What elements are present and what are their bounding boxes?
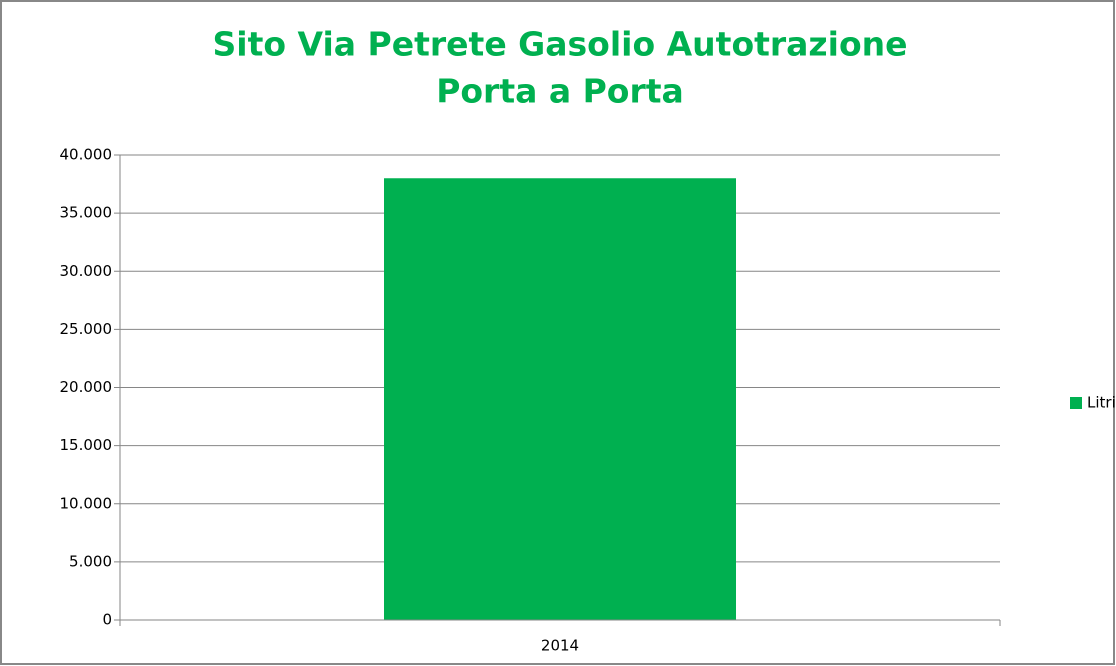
x-tick-label: 2014 bbox=[541, 637, 579, 655]
chart-title: Sito Via Petrete Gasolio Autotrazione bbox=[213, 25, 908, 64]
y-tick-label: 15.000 bbox=[60, 436, 113, 454]
y-tick-label: 20.000 bbox=[60, 378, 113, 396]
y-tick-label: 40.000 bbox=[60, 146, 113, 164]
legend-label: Litri bbox=[1087, 394, 1116, 412]
y-tick-label: 10.000 bbox=[60, 494, 113, 512]
y-tick-label: 30.000 bbox=[60, 262, 113, 280]
y-tick-label: 25.000 bbox=[60, 320, 113, 338]
bar bbox=[384, 178, 736, 620]
legend-swatch bbox=[1070, 397, 1082, 409]
y-tick-label: 5.000 bbox=[69, 552, 112, 570]
chart-title: Porta a Porta bbox=[436, 72, 684, 111]
y-tick-label: 0 bbox=[102, 611, 112, 629]
y-tick-label: 35.000 bbox=[60, 204, 113, 222]
